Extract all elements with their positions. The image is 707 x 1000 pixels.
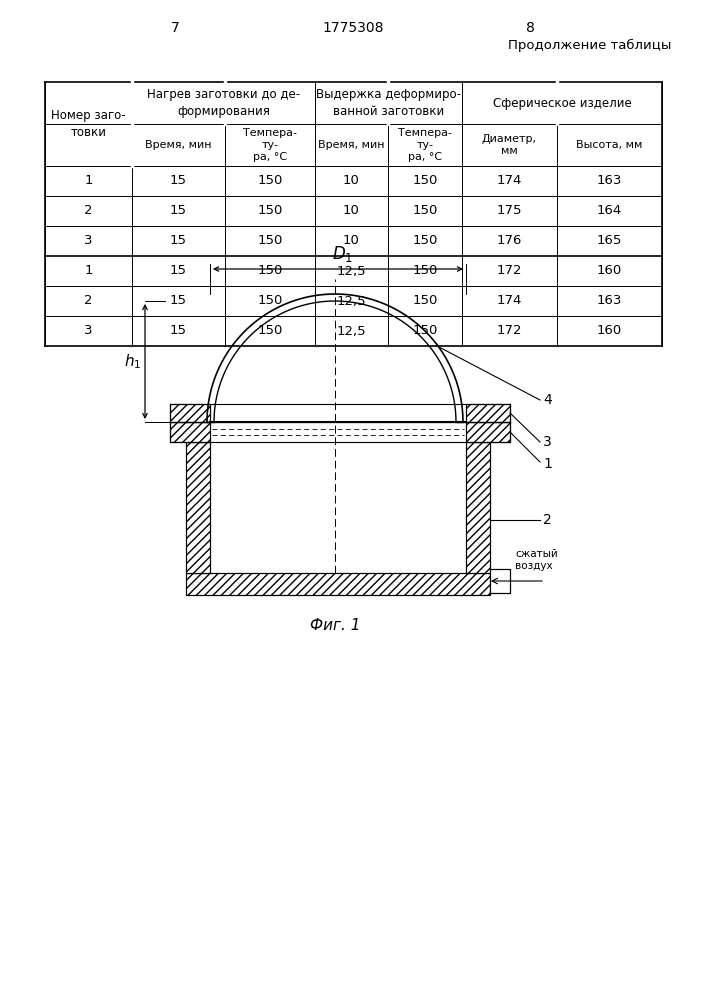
- Text: Номер заго-
товки: Номер заго- товки: [51, 109, 126, 139]
- Polygon shape: [466, 404, 510, 422]
- Text: 8: 8: [525, 21, 534, 35]
- Text: 150: 150: [412, 324, 438, 338]
- Text: 164: 164: [597, 205, 622, 218]
- Polygon shape: [490, 569, 510, 593]
- Text: 165: 165: [597, 234, 622, 247]
- Text: 150: 150: [257, 264, 283, 277]
- Text: 12,5: 12,5: [337, 264, 366, 277]
- Polygon shape: [466, 422, 510, 442]
- Text: Диаметр,
мм: Диаметр, мм: [482, 134, 537, 156]
- Text: 1775308: 1775308: [322, 21, 384, 35]
- Text: 3: 3: [84, 234, 93, 247]
- Text: 150: 150: [257, 205, 283, 218]
- Text: 15: 15: [170, 264, 187, 277]
- Text: 150: 150: [412, 234, 438, 247]
- Text: 15: 15: [170, 234, 187, 247]
- Text: Темпера-
ту-
ра, °С: Темпера- ту- ра, °С: [243, 128, 297, 162]
- Text: 2: 2: [84, 294, 93, 308]
- Text: Фиг. 1: Фиг. 1: [310, 617, 361, 633]
- Text: 3: 3: [84, 324, 93, 338]
- Polygon shape: [186, 573, 490, 595]
- Text: 174: 174: [497, 174, 522, 188]
- Text: 7: 7: [170, 21, 180, 35]
- Text: Время, мин: Время, мин: [318, 140, 385, 150]
- Text: 10: 10: [343, 205, 360, 218]
- Text: 1: 1: [84, 264, 93, 277]
- Text: 1: 1: [543, 457, 552, 471]
- Text: 172: 172: [497, 264, 522, 277]
- Text: сжатый
воздух: сжатый воздух: [515, 549, 558, 571]
- Text: Сферическое изделие: Сферическое изделие: [493, 97, 631, 109]
- Text: Время, мин: Время, мин: [145, 140, 212, 150]
- Text: 4: 4: [543, 393, 551, 407]
- Text: 10: 10: [343, 174, 360, 188]
- Text: Продолжение таблицы: Продолжение таблицы: [508, 38, 672, 52]
- Text: 150: 150: [412, 264, 438, 277]
- Text: 150: 150: [257, 294, 283, 308]
- Text: 150: 150: [412, 174, 438, 188]
- Text: 160: 160: [597, 324, 622, 338]
- Text: 15: 15: [170, 174, 187, 188]
- Polygon shape: [186, 442, 210, 573]
- Text: $\it{h_1}$: $\it{h_1}$: [124, 352, 141, 371]
- Text: 15: 15: [170, 205, 187, 218]
- Text: Нагрев заготовки до де-
формирования: Нагрев заготовки до де- формирования: [147, 88, 300, 118]
- Text: Высота, мм: Высота, мм: [576, 140, 643, 150]
- Text: 12,5: 12,5: [337, 324, 366, 338]
- Text: 2: 2: [84, 205, 93, 218]
- Text: 176: 176: [497, 234, 522, 247]
- Text: 2: 2: [543, 513, 551, 527]
- Text: 1: 1: [84, 174, 93, 188]
- Text: 150: 150: [257, 324, 283, 338]
- Text: 150: 150: [257, 234, 283, 247]
- Text: Выдержка деформиро-
ванной заготовки: Выдержка деформиро- ванной заготовки: [316, 88, 461, 118]
- Text: 150: 150: [412, 205, 438, 218]
- Text: Темпера-
ту-
ра, °С: Темпера- ту- ра, °С: [398, 128, 452, 162]
- Text: 15: 15: [170, 324, 187, 338]
- Text: 3: 3: [543, 435, 551, 449]
- Text: 163: 163: [597, 174, 622, 188]
- Text: 163: 163: [597, 294, 622, 308]
- Polygon shape: [170, 422, 210, 442]
- Polygon shape: [170, 404, 210, 422]
- Text: 172: 172: [497, 324, 522, 338]
- Text: 12,5: 12,5: [337, 294, 366, 308]
- Text: 10: 10: [343, 234, 360, 247]
- Polygon shape: [466, 442, 490, 573]
- Text: 175: 175: [497, 205, 522, 218]
- Text: $\it{D_1}$: $\it{D_1}$: [332, 244, 354, 264]
- Text: 150: 150: [412, 294, 438, 308]
- Text: 160: 160: [597, 264, 622, 277]
- Text: 174: 174: [497, 294, 522, 308]
- Text: 150: 150: [257, 174, 283, 188]
- Text: 15: 15: [170, 294, 187, 308]
